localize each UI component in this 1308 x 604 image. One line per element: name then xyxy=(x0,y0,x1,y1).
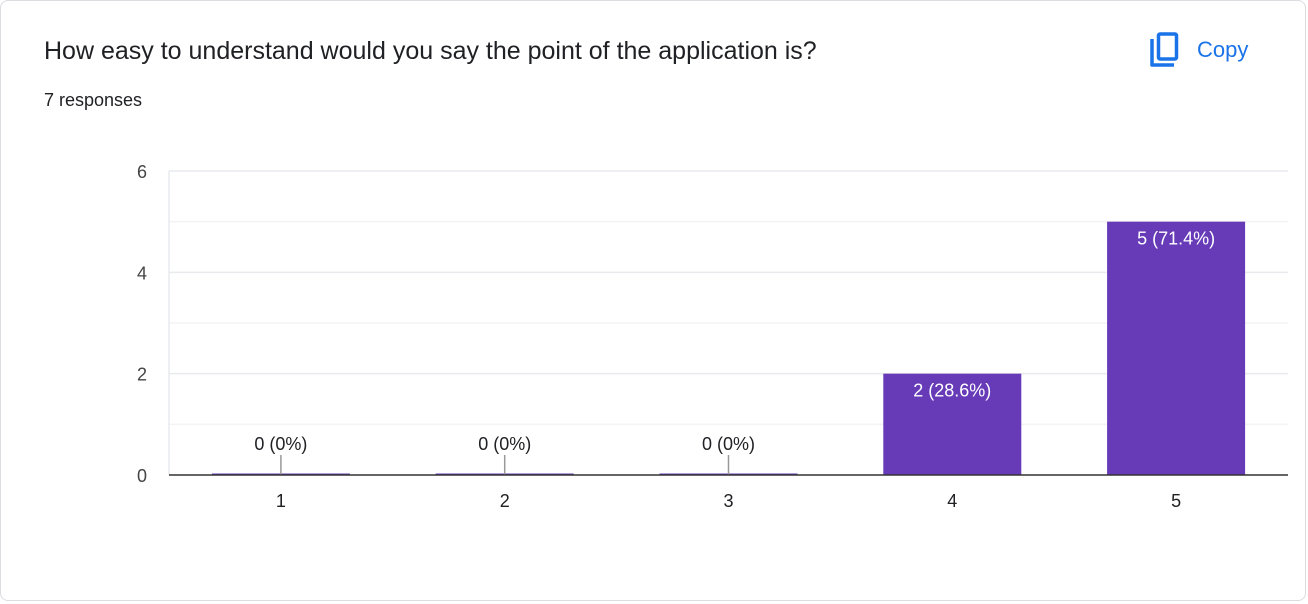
x-tick-label: 5 xyxy=(1171,491,1181,511)
copy-icon xyxy=(1149,32,1179,68)
bar-data-label: 0 (0%) xyxy=(702,434,755,454)
copy-label: Copy xyxy=(1197,37,1249,62)
chart-bars: 0 (0%) 0 (0%) 0 (0%) 2 (28.6%) 5 (71.4%) xyxy=(211,221,1246,475)
x-tick-label: 3 xyxy=(723,491,733,511)
bar-data-label: 2 (28.6%) xyxy=(913,381,991,401)
bar-data-label: 0 (0%) xyxy=(254,434,307,454)
bar-data-label: 0 (0%) xyxy=(478,434,531,454)
question-title: How easy to understand would you say the… xyxy=(44,37,817,65)
copy-button[interactable]: Copy xyxy=(1149,32,1248,68)
x-tick-label: 4 xyxy=(947,491,957,511)
y-tick-label: 4 xyxy=(137,263,147,283)
bar-data-label: 5 (71.4%) xyxy=(1137,229,1215,249)
x-tick-label: 1 xyxy=(276,491,286,511)
y-axis-ticks: 0 2 4 6 xyxy=(137,162,147,486)
y-tick-label: 6 xyxy=(137,162,147,182)
chart-gridlines xyxy=(168,170,1288,475)
y-tick-label: 2 xyxy=(137,365,147,385)
bar xyxy=(1107,221,1246,475)
response-count: 7 responses xyxy=(44,90,143,110)
x-axis-ticks: 1 2 3 4 5 xyxy=(169,474,1288,511)
bar xyxy=(883,373,1022,475)
x-tick-label: 2 xyxy=(500,491,510,511)
y-tick-label: 0 xyxy=(137,466,147,486)
